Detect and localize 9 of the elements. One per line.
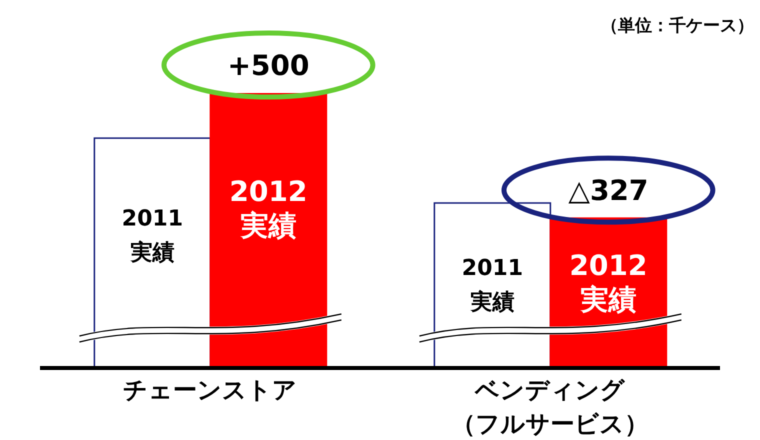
- annotation: +500: [227, 49, 310, 82]
- series-label: 2011 実績: [122, 206, 184, 266]
- annotation: △327: [568, 174, 648, 208]
- text: （単位：千ケース）: [601, 15, 754, 37]
- annotation: 2011 実績: [462, 256, 524, 315]
- x-tick-label: ベンディング（フルサービス）: [452, 376, 648, 438]
- annotation: 2012 実績: [569, 249, 648, 316]
- series-label: 2012 実績: [229, 174, 308, 242]
- x-tick-label: チェーンストア: [123, 376, 297, 404]
